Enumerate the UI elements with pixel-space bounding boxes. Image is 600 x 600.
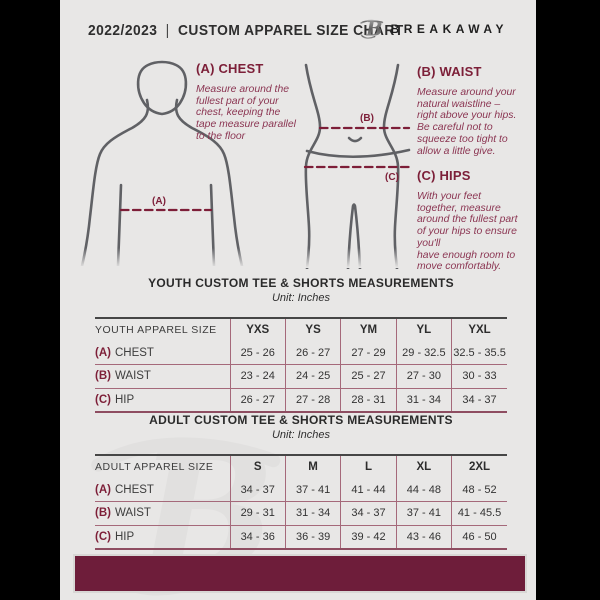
size-column-header: 2XL	[451, 455, 507, 479]
measurement-value: 36 - 39	[284, 525, 341, 549]
measurement-row: (C) HIP 34 - 36 36 - 39 39 - 42 43 - 46 46 - 5…	[95, 525, 507, 549]
measurement-value: 34 - 36	[229, 525, 286, 549]
figure-fade	[68, 248, 420, 268]
measurement-value: 34 - 37	[229, 478, 286, 502]
measurement-label: (B) WAIST	[95, 370, 151, 383]
measurement-value: 24 - 25	[284, 364, 341, 388]
size-column-header: L	[340, 455, 397, 479]
hip-line-label: (C)	[385, 172, 399, 183]
footer-accent-bar	[73, 554, 527, 593]
size-column-header: YM	[340, 318, 397, 342]
measurement-value: 30 - 33	[451, 364, 507, 388]
measurement-value: 27 - 28	[284, 388, 341, 412]
chest-instruction-text: Measure around the fullest part of your …	[196, 84, 296, 142]
size-row-header: ADULT APPAREL SIZE	[95, 461, 214, 474]
title-divider: |	[165, 22, 170, 39]
measurement-value: 29 - 32.5	[395, 341, 452, 365]
measurement-value: 37 - 41	[284, 478, 341, 502]
youth-table-section: YOUTH CUSTOM TEE & SHORTS MEASUREMENTS U…	[95, 276, 507, 413]
measurement-value: 37 - 41	[395, 501, 452, 525]
measurement-key: (B)	[95, 507, 111, 520]
measurement-row: (B) WAIST 29 - 31 31 - 34 34 - 37 37 - 41 41 -…	[95, 501, 507, 525]
size-column-header: YS	[284, 318, 341, 342]
brand-name: BREAKAWAY	[390, 21, 508, 36]
chest-instruction: (A) CHEST Measure around the fullest par…	[196, 61, 326, 143]
page-title: 2022/2023 | CUSTOM APPAREL SIZE CHART	[88, 22, 404, 39]
measurement-value: 31 - 34	[284, 501, 341, 525]
measurement-key: (A)	[95, 346, 111, 359]
measurement-label: (C) HIP	[95, 393, 135, 406]
measurement-value: 43 - 46	[395, 525, 452, 549]
measurement-label: (B) WAIST	[95, 507, 151, 520]
adult-size-table: ADULT APPAREL SIZE S M L XL 2XL (A) CHEST 34 - …	[95, 454, 507, 550]
measurement-value: 26 - 27	[284, 341, 341, 365]
svg-text:B: B	[365, 18, 383, 40]
measurement-value: 39 - 42	[340, 525, 397, 549]
measurement-value: 27 - 29	[340, 341, 397, 365]
chest-line-label: (A)	[152, 196, 166, 207]
adult-header-row: ADULT APPAREL SIZE S M L XL 2XL	[95, 455, 507, 479]
measurement-label: (A) CHEST	[95, 346, 154, 359]
measurement-value: 41 - 45.5	[451, 501, 507, 525]
measurement-key: (C)	[95, 530, 111, 543]
title-text: CUSTOM APPAREL SIZE CHART	[177, 22, 404, 39]
brand-lockup: B BREAKAWAY	[359, 17, 508, 40]
waist-heading: (B) WAIST	[417, 64, 482, 79]
chest-heading: (A) CHEST	[196, 61, 264, 76]
breakaway-logo-icon: B	[359, 18, 383, 40]
measurement-row: (B) WAIST 23 - 24 24 - 25 25 - 27 27 - 30 30 -…	[95, 364, 507, 388]
measurement-row: (A) CHEST 34 - 37 37 - 41 41 - 44 44 - 48 48 -…	[95, 478, 507, 502]
measurement-value: 26 - 27	[229, 388, 286, 412]
youth-table-unit: Unit: Inches	[271, 292, 331, 304]
size-column-header: M	[284, 455, 341, 479]
title-year: 2022/2023	[88, 22, 158, 39]
hips-instruction: (C) HIPS With your feet together, measur…	[417, 168, 531, 273]
measurement-value: 44 - 48	[395, 478, 452, 502]
measurement-key: (C)	[95, 393, 111, 406]
size-column-header: S	[229, 455, 286, 479]
measurement-value: 29 - 31	[229, 501, 286, 525]
adult-table-title: ADULT CUSTOM TEE & SHORTS MEASUREMENTS	[149, 413, 453, 427]
adult-table-unit: Unit: Inches	[271, 429, 331, 441]
measurement-label: (A) CHEST	[95, 483, 154, 496]
waist-instruction-text: Measure around your natural waistline – …	[417, 87, 517, 157]
measurement-value: 28 - 31	[340, 388, 397, 412]
measurement-value: 23 - 24	[229, 364, 286, 388]
measurement-key: (A)	[95, 483, 111, 496]
youth-size-table: YOUTH APPAREL SIZE YXS YS YM YL YXL (A) CHEST 2…	[95, 317, 507, 413]
measurement-value: 48 - 52	[451, 478, 507, 502]
hips-heading: (C) HIPS	[417, 168, 471, 183]
measurement-row: (C) HIP 26 - 27 27 - 28 28 - 31 31 - 34 34 - 3…	[95, 388, 507, 412]
measurement-value: 25 - 26	[229, 341, 286, 365]
chart-page: 2022/2023 | CUSTOM APPAREL SIZE CHART B BR…	[60, 0, 536, 600]
measurement-value: 25 - 27	[340, 364, 397, 388]
measurement-label: (C) HIP	[95, 530, 135, 543]
hips-instruction-text: With your feet together, measure around …	[417, 191, 518, 273]
measurement-row: (A) CHEST 25 - 26 26 - 27 27 - 29 29 - 32.5 32…	[95, 341, 507, 365]
measurement-value: 41 - 44	[340, 478, 397, 502]
measurement-value: 27 - 30	[395, 364, 452, 388]
adult-table-section: ADULT CUSTOM TEE & SHORTS MEASUREMENTS U…	[95, 413, 507, 550]
size-column-header: YXS	[229, 318, 286, 342]
measurement-value: 34 - 37	[340, 501, 397, 525]
measurement-value: 34 - 37	[451, 388, 507, 412]
size-row-header: YOUTH APPAREL SIZE	[95, 324, 217, 337]
size-column-header: YXL	[451, 318, 507, 342]
size-column-header: XL	[395, 455, 452, 479]
measurement-value: 31 - 34	[395, 388, 452, 412]
waist-hip-measure-figure: (B) (C)	[303, 63, 411, 269]
youth-table-title: YOUTH CUSTOM TEE & SHORTS MEASUREMENTS	[148, 276, 454, 290]
measurement-value: 32.5 - 35.5	[451, 341, 507, 365]
waist-instruction: (B) WAIST Measure around your natural wa…	[417, 64, 531, 157]
size-column-header: YL	[395, 318, 452, 342]
youth-header-row: YOUTH APPAREL SIZE YXS YS YM YL YXL	[95, 318, 507, 342]
measurement-key: (B)	[95, 370, 111, 383]
measurement-value: 46 - 50	[451, 525, 507, 549]
waist-line-label: (B)	[360, 113, 374, 124]
